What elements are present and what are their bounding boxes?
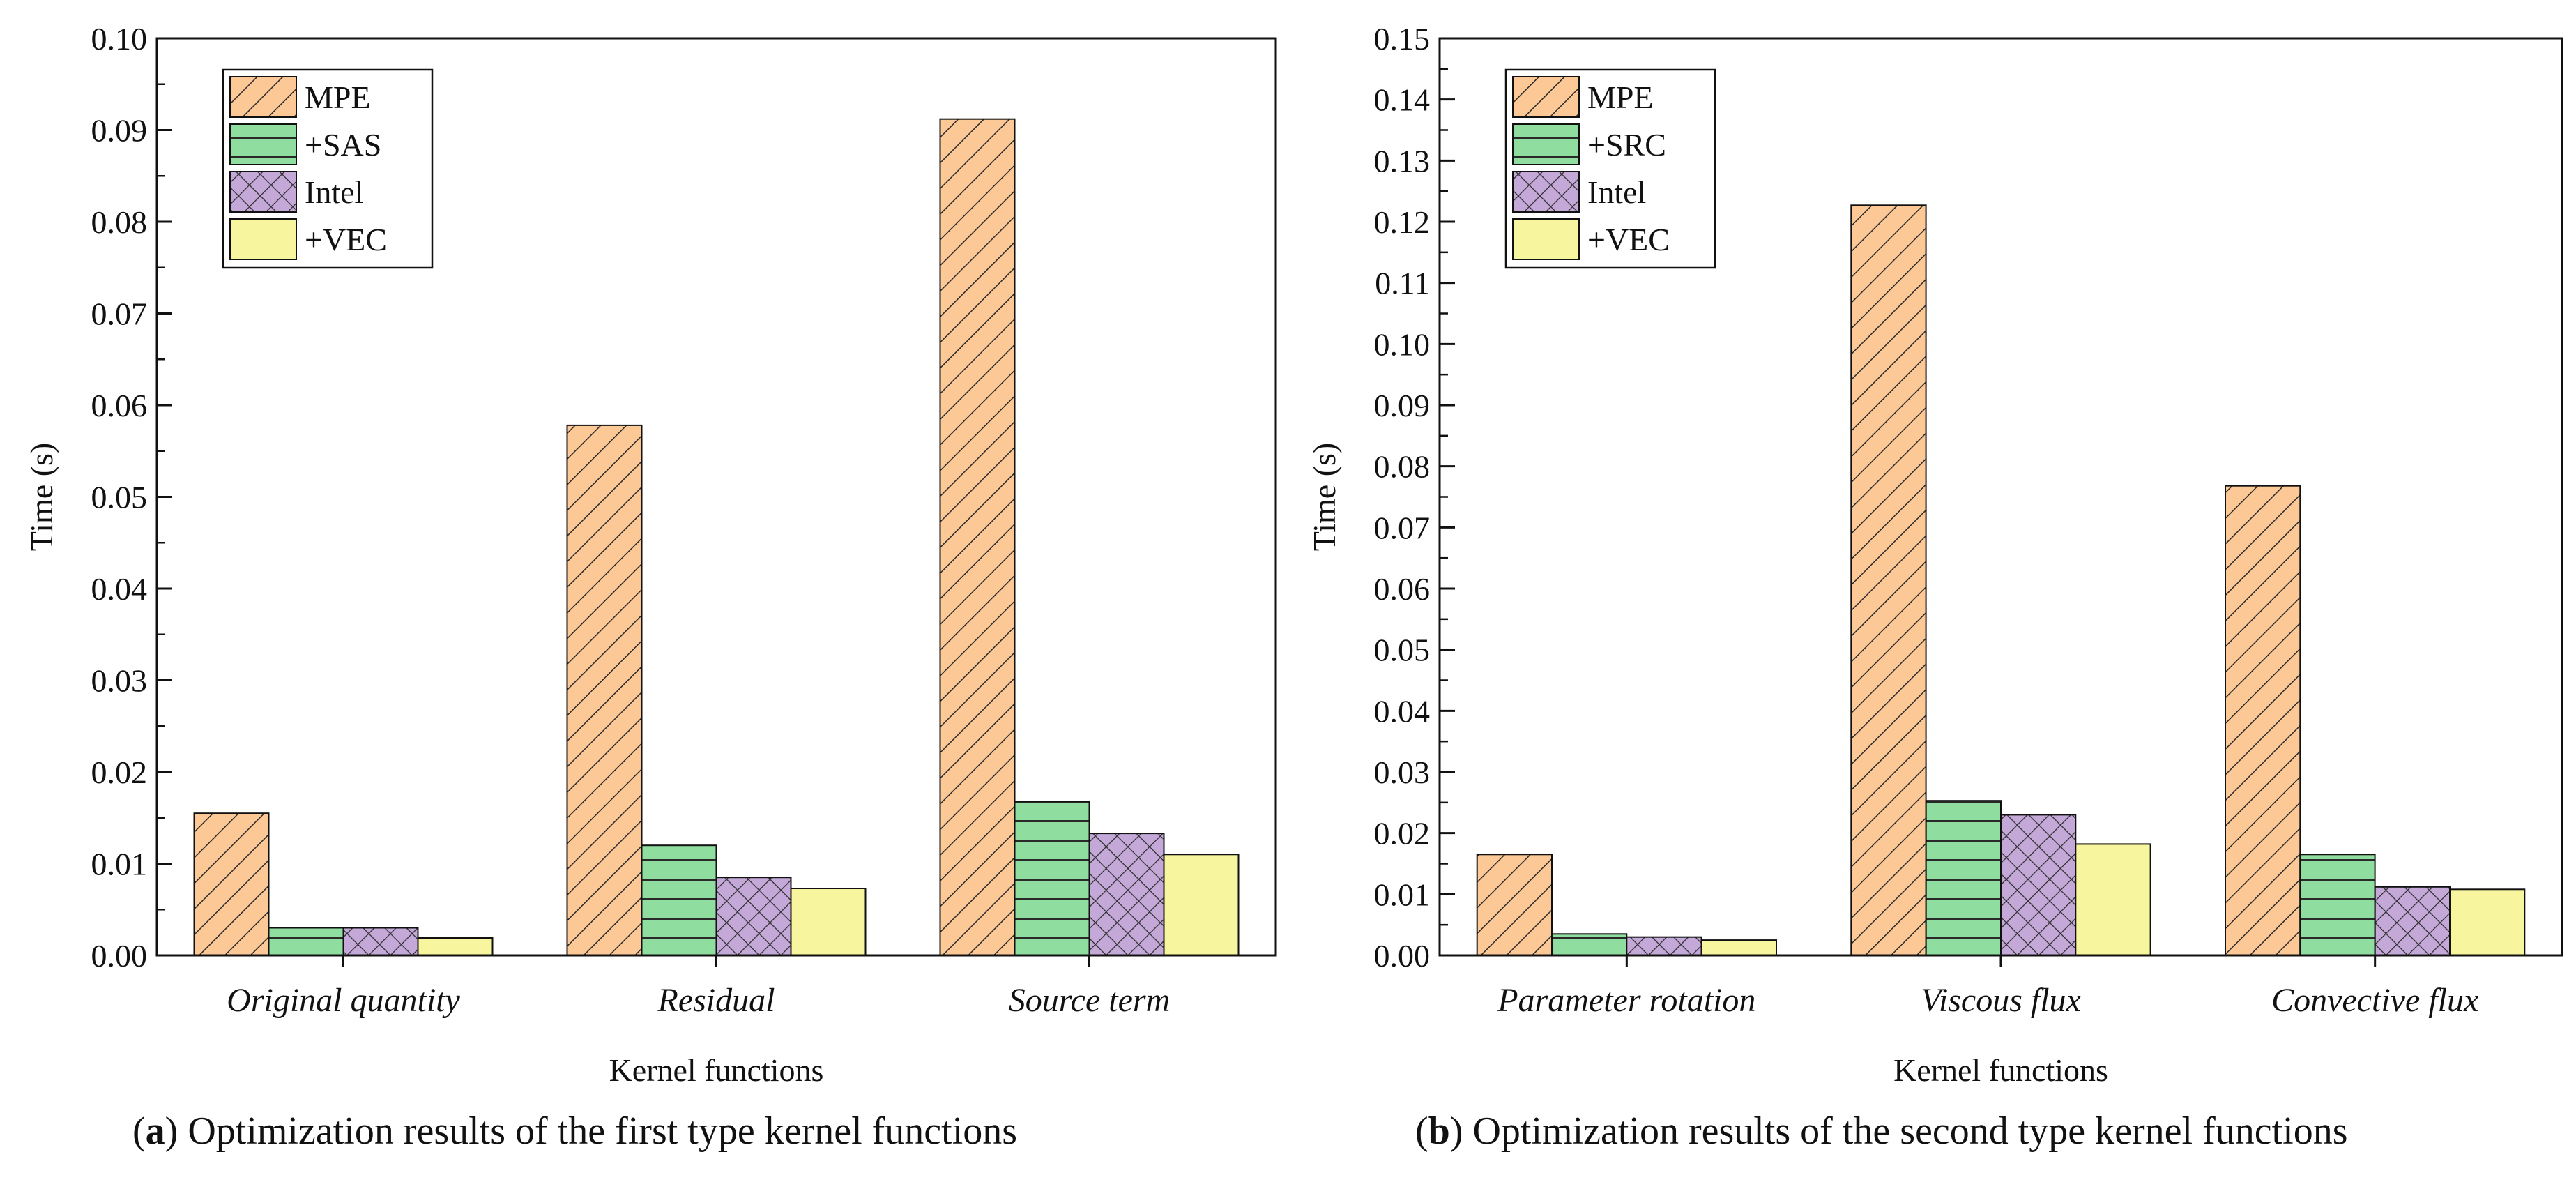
bar-a-intel-2: [1088, 833, 1165, 956]
category-label-b-1: Viscous flux: [1921, 982, 2081, 1019]
legend-swatch-b-vec: [1512, 218, 1580, 260]
y-axis-title-b: Time (s): [1306, 443, 1342, 552]
bar-b-mpe-2: [2225, 485, 2301, 956]
bar-a-vec-2: [1163, 854, 1240, 957]
caption-a-close-paren: ): [165, 1109, 188, 1153]
caption-a-open-paren: (: [132, 1109, 146, 1153]
legend-label-b-vec: +VEC: [1587, 222, 1670, 257]
y-tick-label-b-8: 0.08: [1374, 449, 1431, 485]
y-tick-label-b-15: 0.15: [1374, 21, 1431, 56]
bar-a-opt-1: [641, 844, 717, 956]
bar-b-vec-0: [1700, 939, 1777, 956]
bar-b-mpe-0: [1476, 854, 1553, 957]
chart-panel-a: 0.00 0.01 0.02 0.03 0.04 0.05 0.06 0.07 0.08 0.09…: [24, 21, 1277, 1088]
caption-b-open-paren: (: [1415, 1109, 1428, 1153]
caption-a: (a) Optimization results of the first ty…: [132, 1109, 1017, 1153]
bar-a-vec-1: [790, 888, 867, 956]
legend-swatch-a-opt: [229, 123, 297, 165]
legend-swatch-a-mpe: [229, 76, 297, 118]
legend-label-b-opt: +SRC: [1587, 127, 1666, 162]
y-tick-label-a-4: 0.04: [91, 571, 148, 607]
y-tick-label-a-7: 0.07: [91, 296, 148, 332]
bar-a-intel-1: [715, 877, 792, 956]
category-label-b-0: Parameter rotation: [1497, 982, 1755, 1019]
y-tick-label-b-7: 0.07: [1374, 510, 1431, 545]
y-tick-label-a-10: 0.10: [91, 21, 148, 56]
category-label-a-2: Source term: [1009, 982, 1171, 1019]
y-tick-label-a-8: 0.08: [91, 204, 148, 240]
caption-b-close-paren: ): [1450, 1109, 1473, 1153]
caption-a-text: Optimization results of the first type k…: [188, 1109, 1017, 1153]
bar-a-intel-0: [342, 927, 419, 956]
bar-a-mpe-0: [193, 812, 270, 956]
y-tick-label-a-1: 0.01: [91, 847, 148, 882]
legend-label-a-vec: +VEC: [305, 222, 387, 257]
caption-b-text: Optimization results of the second type …: [1472, 1109, 2347, 1153]
bar-b-mpe-1: [1850, 204, 1927, 956]
legend-label-a-mpe: MPE: [305, 79, 371, 115]
y-tick-label-a-6: 0.06: [91, 388, 148, 423]
y-tick-label-b-3: 0.03: [1374, 755, 1431, 790]
bar-b-opt-2: [2299, 854, 2376, 957]
legend-swatch-a-intel: [229, 171, 297, 213]
bar-a-vec-0: [417, 937, 494, 956]
y-axis-title-a: Time (s): [24, 443, 59, 552]
y-tick-label-b-1: 0.01: [1374, 877, 1431, 912]
bar-b-vec-1: [2075, 843, 2151, 957]
category-label-a-0: Original quantity: [227, 982, 460, 1019]
legend-label-a-opt: +SAS: [305, 127, 381, 162]
bar-a-opt-0: [268, 927, 344, 956]
bar-a-opt-2: [1014, 801, 1090, 956]
legend-swatch-a-vec: [229, 218, 297, 260]
caption-b: (b) Optimization results of the second t…: [1415, 1109, 2348, 1153]
caption-b-letter: b: [1428, 1109, 1450, 1153]
y-tick-label-b-13: 0.13: [1374, 143, 1431, 179]
y-tick-label-a-0: 0.00: [91, 938, 148, 973]
y-tick-label-b-11: 0.11: [1375, 266, 1430, 301]
category-label-b-2: Convective flux: [2271, 982, 2478, 1019]
y-tick-label-b-10: 0.10: [1374, 326, 1431, 362]
x-axis-title-a: Kernel functions: [609, 1052, 824, 1088]
caption-a-letter: a: [146, 1109, 165, 1153]
bar-b-vec-2: [2449, 888, 2526, 957]
x-axis-title-b: Kernel functions: [1893, 1052, 2108, 1088]
y-tick-label-b-14: 0.14: [1374, 82, 1431, 118]
y-tick-label-a-2: 0.02: [91, 755, 148, 790]
y-tick-label-a-9: 0.09: [91, 113, 148, 149]
y-tick-label-b-0: 0.00: [1374, 938, 1431, 973]
bar-b-opt-1: [1925, 800, 2002, 956]
bar-b-intel-2: [2374, 886, 2451, 957]
y-tick-label-b-9: 0.09: [1374, 388, 1431, 423]
y-tick-label-b-4: 0.04: [1374, 693, 1431, 729]
bar-a-mpe-1: [566, 424, 643, 956]
y-tick-label-a-5: 0.05: [91, 480, 148, 515]
bar-b-intel-1: [2000, 814, 2077, 957]
legend-swatch-b-opt: [1512, 123, 1580, 165]
legend-label-b-intel: Intel: [1587, 174, 1646, 210]
y-tick-label-b-12: 0.12: [1374, 204, 1431, 240]
y-tick-label-b-2: 0.02: [1374, 816, 1431, 851]
legend-label-a-intel: Intel: [305, 174, 363, 210]
chart-panel-b: 0.00 0.01 0.02 0.03 0.04 0.05 0.06 0.07 0.08 0.09…: [1306, 21, 2563, 1088]
bar-b-opt-0: [1551, 933, 1628, 957]
legend-swatch-b-intel: [1512, 171, 1580, 213]
bar-a-mpe-2: [939, 118, 1016, 957]
category-label-a-1: Residual: [657, 982, 775, 1019]
y-tick-label-b-6: 0.06: [1374, 571, 1431, 607]
legend-swatch-b-mpe: [1512, 76, 1580, 118]
y-tick-label-b-5: 0.05: [1374, 632, 1431, 668]
bar-b-intel-0: [1626, 936, 1702, 956]
y-tick-label-a-3: 0.03: [91, 663, 148, 699]
legend-label-b-mpe: MPE: [1587, 79, 1654, 115]
